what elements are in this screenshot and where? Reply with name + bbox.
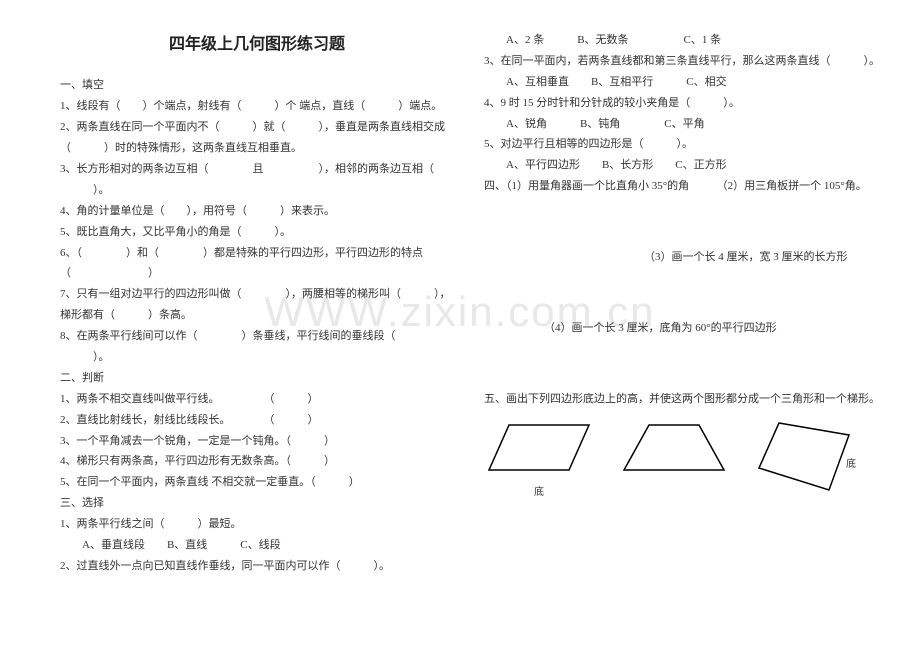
- q1-7a: 7、只有一组对边平行的四边形叫做（ ），两腰相等的梯形叫（ ），: [60, 284, 454, 305]
- shape-parallelogram: 底: [484, 420, 594, 502]
- q1-3a: 3、长方形相对的两条边互相（ 且 ），相邻的两条边互相（: [60, 159, 454, 180]
- shape-trapezoid: [619, 420, 729, 480]
- q1-6a: 6、（ ）和（ ）都是特殊的平行四边形，平行四边形的特点: [60, 243, 454, 264]
- shape-quad: 底: [754, 420, 854, 495]
- q3-1-options: A、垂直线段 B、直线 C、线段: [60, 535, 454, 556]
- worksheet-title: 四年级上几何图形练习题: [60, 30, 454, 60]
- q3-5: 5、对边平行且相等的四边形是（ ）。: [484, 134, 880, 155]
- shape-label-bottom-1: 底: [534, 483, 544, 502]
- section-5: 五、画出下列四边形底边上的高，并使这两个图形都分成一个三角形和一个梯形。: [484, 389, 880, 410]
- q3-2-options: A、2 条 B、无数条 C、1 条: [484, 30, 880, 51]
- q3-1: 1、两条平行线之间（ ）最短。: [60, 514, 454, 535]
- q1-5: 5、既比直角大，又比平角小的角是（ ）。: [60, 222, 454, 243]
- shapes-row: 底 底: [484, 420, 880, 502]
- section-4: 四、（1）用量角器画一个比直角小 35°的角 （2）用三角板拼一个 105°角。: [484, 176, 880, 197]
- q4-4: （4）画一个长 3 厘米，底角为 60°的平行四边形: [484, 318, 880, 339]
- q1-4: 4、角的计量单位是（ ），用符号（ ）来表示。: [60, 201, 454, 222]
- q2-3: 3、一个平角减去一个锐角，一定是一个钝角。（ ）: [60, 431, 454, 452]
- q1-2b: （ ）时的特殊情形，这两条直线互相垂直。: [60, 138, 454, 159]
- q3-5-options: A、平行四边形 B、长方形 C、正方形: [484, 155, 880, 176]
- q3-4: 4、9 时 15 分时针和分针成的较小夹角是（ ）。: [484, 93, 880, 114]
- section-2-header: 二、判断: [60, 368, 454, 389]
- shape-label-side: 底: [846, 455, 856, 474]
- right-column: A、2 条 B、无数条 C、1 条 3、在同一平面内，若两条直线都和第三条直线平…: [484, 30, 880, 577]
- q2-5: 5、在同一个平面内，两条直线 不相交就一定垂直。（ ）: [60, 472, 454, 493]
- section-1-header: 一、填空: [60, 75, 454, 96]
- q3-4-options: A、锐角 B、钝角 C、平角: [484, 114, 880, 135]
- q3-3-options: A、互相垂直 B、互相平行 C、相交: [484, 72, 880, 93]
- q3-2: 2、过直线外一点向已知直线作垂线，同一平面内可以作（ ）。: [60, 556, 454, 577]
- left-column: 四年级上几何图形练习题 一、填空 1、线段有（ ）个端点，射线有（ ）个 端点，…: [60, 30, 454, 577]
- q4-3: （3）画一个长 4 厘米，宽 3 厘米的长方形: [484, 247, 880, 268]
- q2-2: 2、直线比射线长，射线比线段长。 （ ）: [60, 410, 454, 431]
- q2-1: 1、两条不相交直线叫做平行线。 （ ）: [60, 389, 454, 410]
- q1-1: 1、线段有（ ）个端点，射线有（ ）个 端点，直线（ ）端点。: [60, 96, 454, 117]
- q1-8a: 8、在两条平行线间可以作（ ）条垂线，平行线间的垂线段（: [60, 326, 454, 347]
- quad-icon: [754, 420, 854, 495]
- q1-8b: ）。: [60, 347, 454, 368]
- q1-7b: 梯形都有（ ）条高。: [60, 305, 454, 326]
- q2-4: 4、梯形只有两条高，平行四边形有无数条高。（ ）: [60, 451, 454, 472]
- q1-3b: ）。: [60, 180, 454, 201]
- q1-2a: 2、两条直线在同一个平面内不（ ）就（ ），垂直是两条直线相交成: [60, 117, 454, 138]
- parallelogram-icon: [484, 420, 594, 480]
- trapezoid-icon: [619, 420, 729, 480]
- q1-6b: （ ）: [60, 263, 454, 284]
- q3-3: 3、在同一平面内，若两条直线都和第三条直线平行，那么这两条直线（ ）。: [484, 51, 880, 72]
- section-3-header: 三、选择: [60, 493, 454, 514]
